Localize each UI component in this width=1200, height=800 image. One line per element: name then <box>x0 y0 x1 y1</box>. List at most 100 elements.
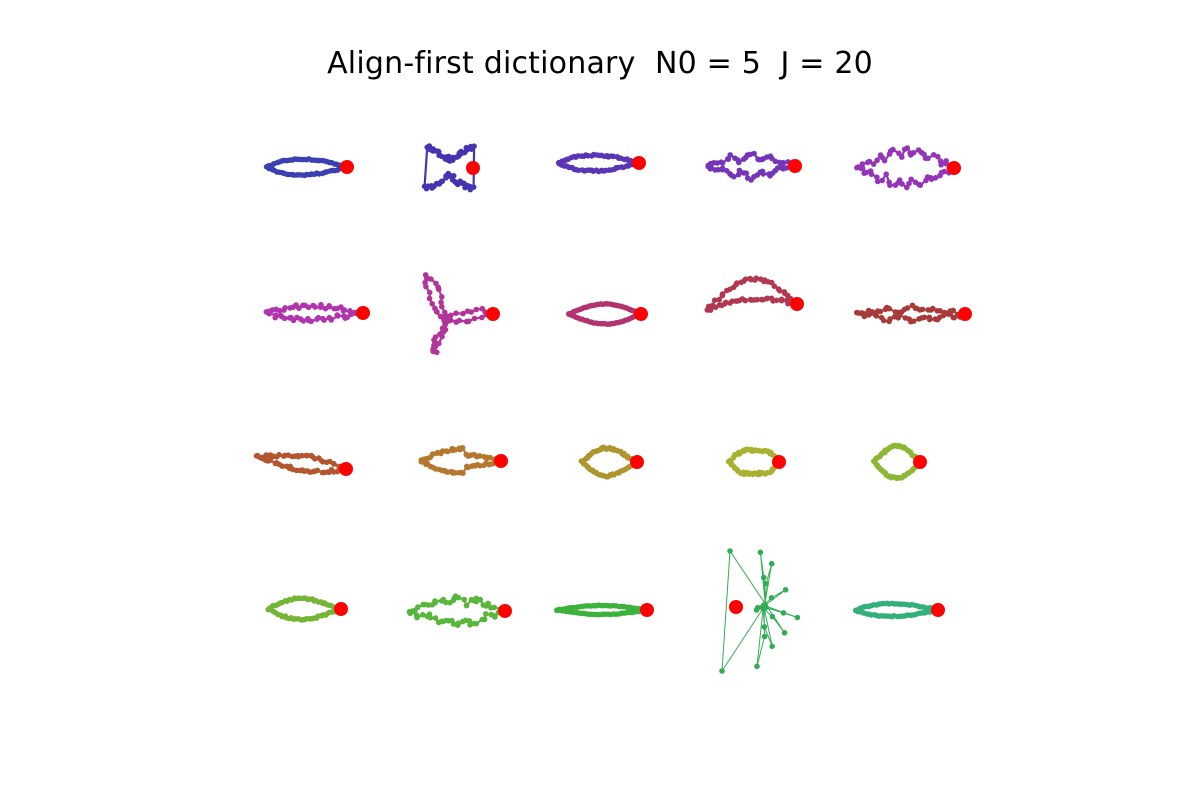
atom-8 <box>566 301 648 328</box>
atom-19-contour <box>721 550 798 672</box>
atom-10 <box>854 302 972 325</box>
atom-1-anchor-point <box>340 160 354 174</box>
atom-7-point <box>479 314 485 321</box>
atom-10-anchor-point <box>958 307 972 321</box>
atom-19-point <box>768 595 775 601</box>
atom-19-point <box>794 614 801 621</box>
atom-2-point <box>470 184 477 190</box>
atom-17-point <box>463 602 470 609</box>
atom-7-point <box>465 318 472 325</box>
atom-19-point <box>761 604 767 610</box>
atom-10-point <box>866 312 872 318</box>
atom-9-point <box>778 297 785 304</box>
atom-2-point <box>468 146 475 152</box>
atom-19-anchor-point <box>729 600 743 614</box>
atom-19-point <box>780 610 787 616</box>
atom-5-point <box>907 150 913 156</box>
atom-1 <box>263 156 354 179</box>
atom-19-point <box>727 548 733 554</box>
atom-9-point <box>723 299 729 306</box>
atom-5-point <box>906 180 912 187</box>
atom-9 <box>704 275 804 314</box>
atom-5-point <box>930 152 937 158</box>
atom-4 <box>705 150 802 183</box>
atom-10-point <box>926 316 933 323</box>
atom-6-anchor-point <box>356 306 370 320</box>
atom-17-point <box>488 605 494 611</box>
atom-5-point <box>908 176 914 183</box>
atom-3 <box>556 151 646 175</box>
atom-7-point <box>439 294 445 300</box>
atom-7 <box>422 272 500 356</box>
atom-20 <box>853 600 945 620</box>
atom-5-point <box>859 161 866 167</box>
atom-5-point <box>870 161 877 167</box>
atom-9-point <box>719 292 726 299</box>
atom-10-point <box>909 302 916 309</box>
atom-5-point <box>941 168 948 175</box>
atom-5-point <box>932 175 939 181</box>
atom-5-point <box>943 158 949 164</box>
atom-11-point <box>279 463 286 470</box>
atom-17-point <box>414 614 420 621</box>
atom-5-point <box>877 152 884 158</box>
atom-19-point <box>761 574 767 581</box>
atom-19-point <box>768 560 775 567</box>
atom-5-point <box>883 171 889 177</box>
atom-17-point <box>483 611 489 617</box>
atom-2-point <box>439 178 446 185</box>
atom-6-point <box>317 304 324 311</box>
atom-17-point <box>427 615 434 621</box>
atom-5-point <box>887 182 893 188</box>
atom-19-point <box>761 624 768 630</box>
atom-4-point <box>731 173 737 180</box>
atom-19-point <box>769 643 775 650</box>
atom-6-point <box>321 317 327 323</box>
atom-17-point <box>455 620 462 626</box>
atom-10-point <box>892 309 899 315</box>
atom-7-point <box>432 305 438 312</box>
atom-7-point <box>426 295 433 302</box>
atom-19-point <box>782 587 789 593</box>
atom-5-point <box>917 182 924 188</box>
atom-17-point <box>420 612 426 618</box>
atom-7-anchor-point <box>486 307 500 321</box>
atom-2-point <box>424 144 431 151</box>
atom-19-point <box>769 613 776 620</box>
atom-4-point <box>736 167 743 174</box>
atom-7-point <box>439 333 445 340</box>
atom-6-point <box>281 307 287 313</box>
atom-8-anchor-point <box>634 307 648 321</box>
atom-4-point <box>719 165 726 171</box>
atom-17-point <box>473 620 480 627</box>
atom-16-anchor-point <box>334 602 348 616</box>
atom-17-point <box>468 596 475 603</box>
atom-17-anchor-point <box>498 604 512 618</box>
atom-7-point <box>438 299 444 306</box>
atom-10-point <box>882 306 889 313</box>
atom-4-point <box>776 159 783 166</box>
atom-6-point <box>331 305 338 312</box>
atom-10-point <box>887 316 893 322</box>
atom-5-point <box>901 146 908 153</box>
atom-2-anchor-point <box>466 161 480 175</box>
atom-10-point <box>934 308 940 314</box>
atom-18-anchor-point <box>640 603 654 617</box>
atom-19 <box>719 548 801 674</box>
atom-7-point <box>464 308 471 315</box>
atom-12-point <box>460 470 466 477</box>
atom-14-anchor-point <box>772 455 786 469</box>
atom-19-point <box>753 607 760 613</box>
atom-9-anchor-point <box>790 297 804 311</box>
atom-6-point <box>300 302 306 309</box>
atom-15 <box>871 442 927 482</box>
atom-12 <box>418 445 508 477</box>
atom-3-anchor-point <box>632 156 646 170</box>
atom-17-point <box>480 602 487 608</box>
atom-10-point <box>896 312 903 318</box>
atom-5-point <box>874 178 881 185</box>
atom-7-point <box>460 310 466 317</box>
atom-12-point <box>481 453 488 460</box>
atom-17-point <box>481 616 488 623</box>
